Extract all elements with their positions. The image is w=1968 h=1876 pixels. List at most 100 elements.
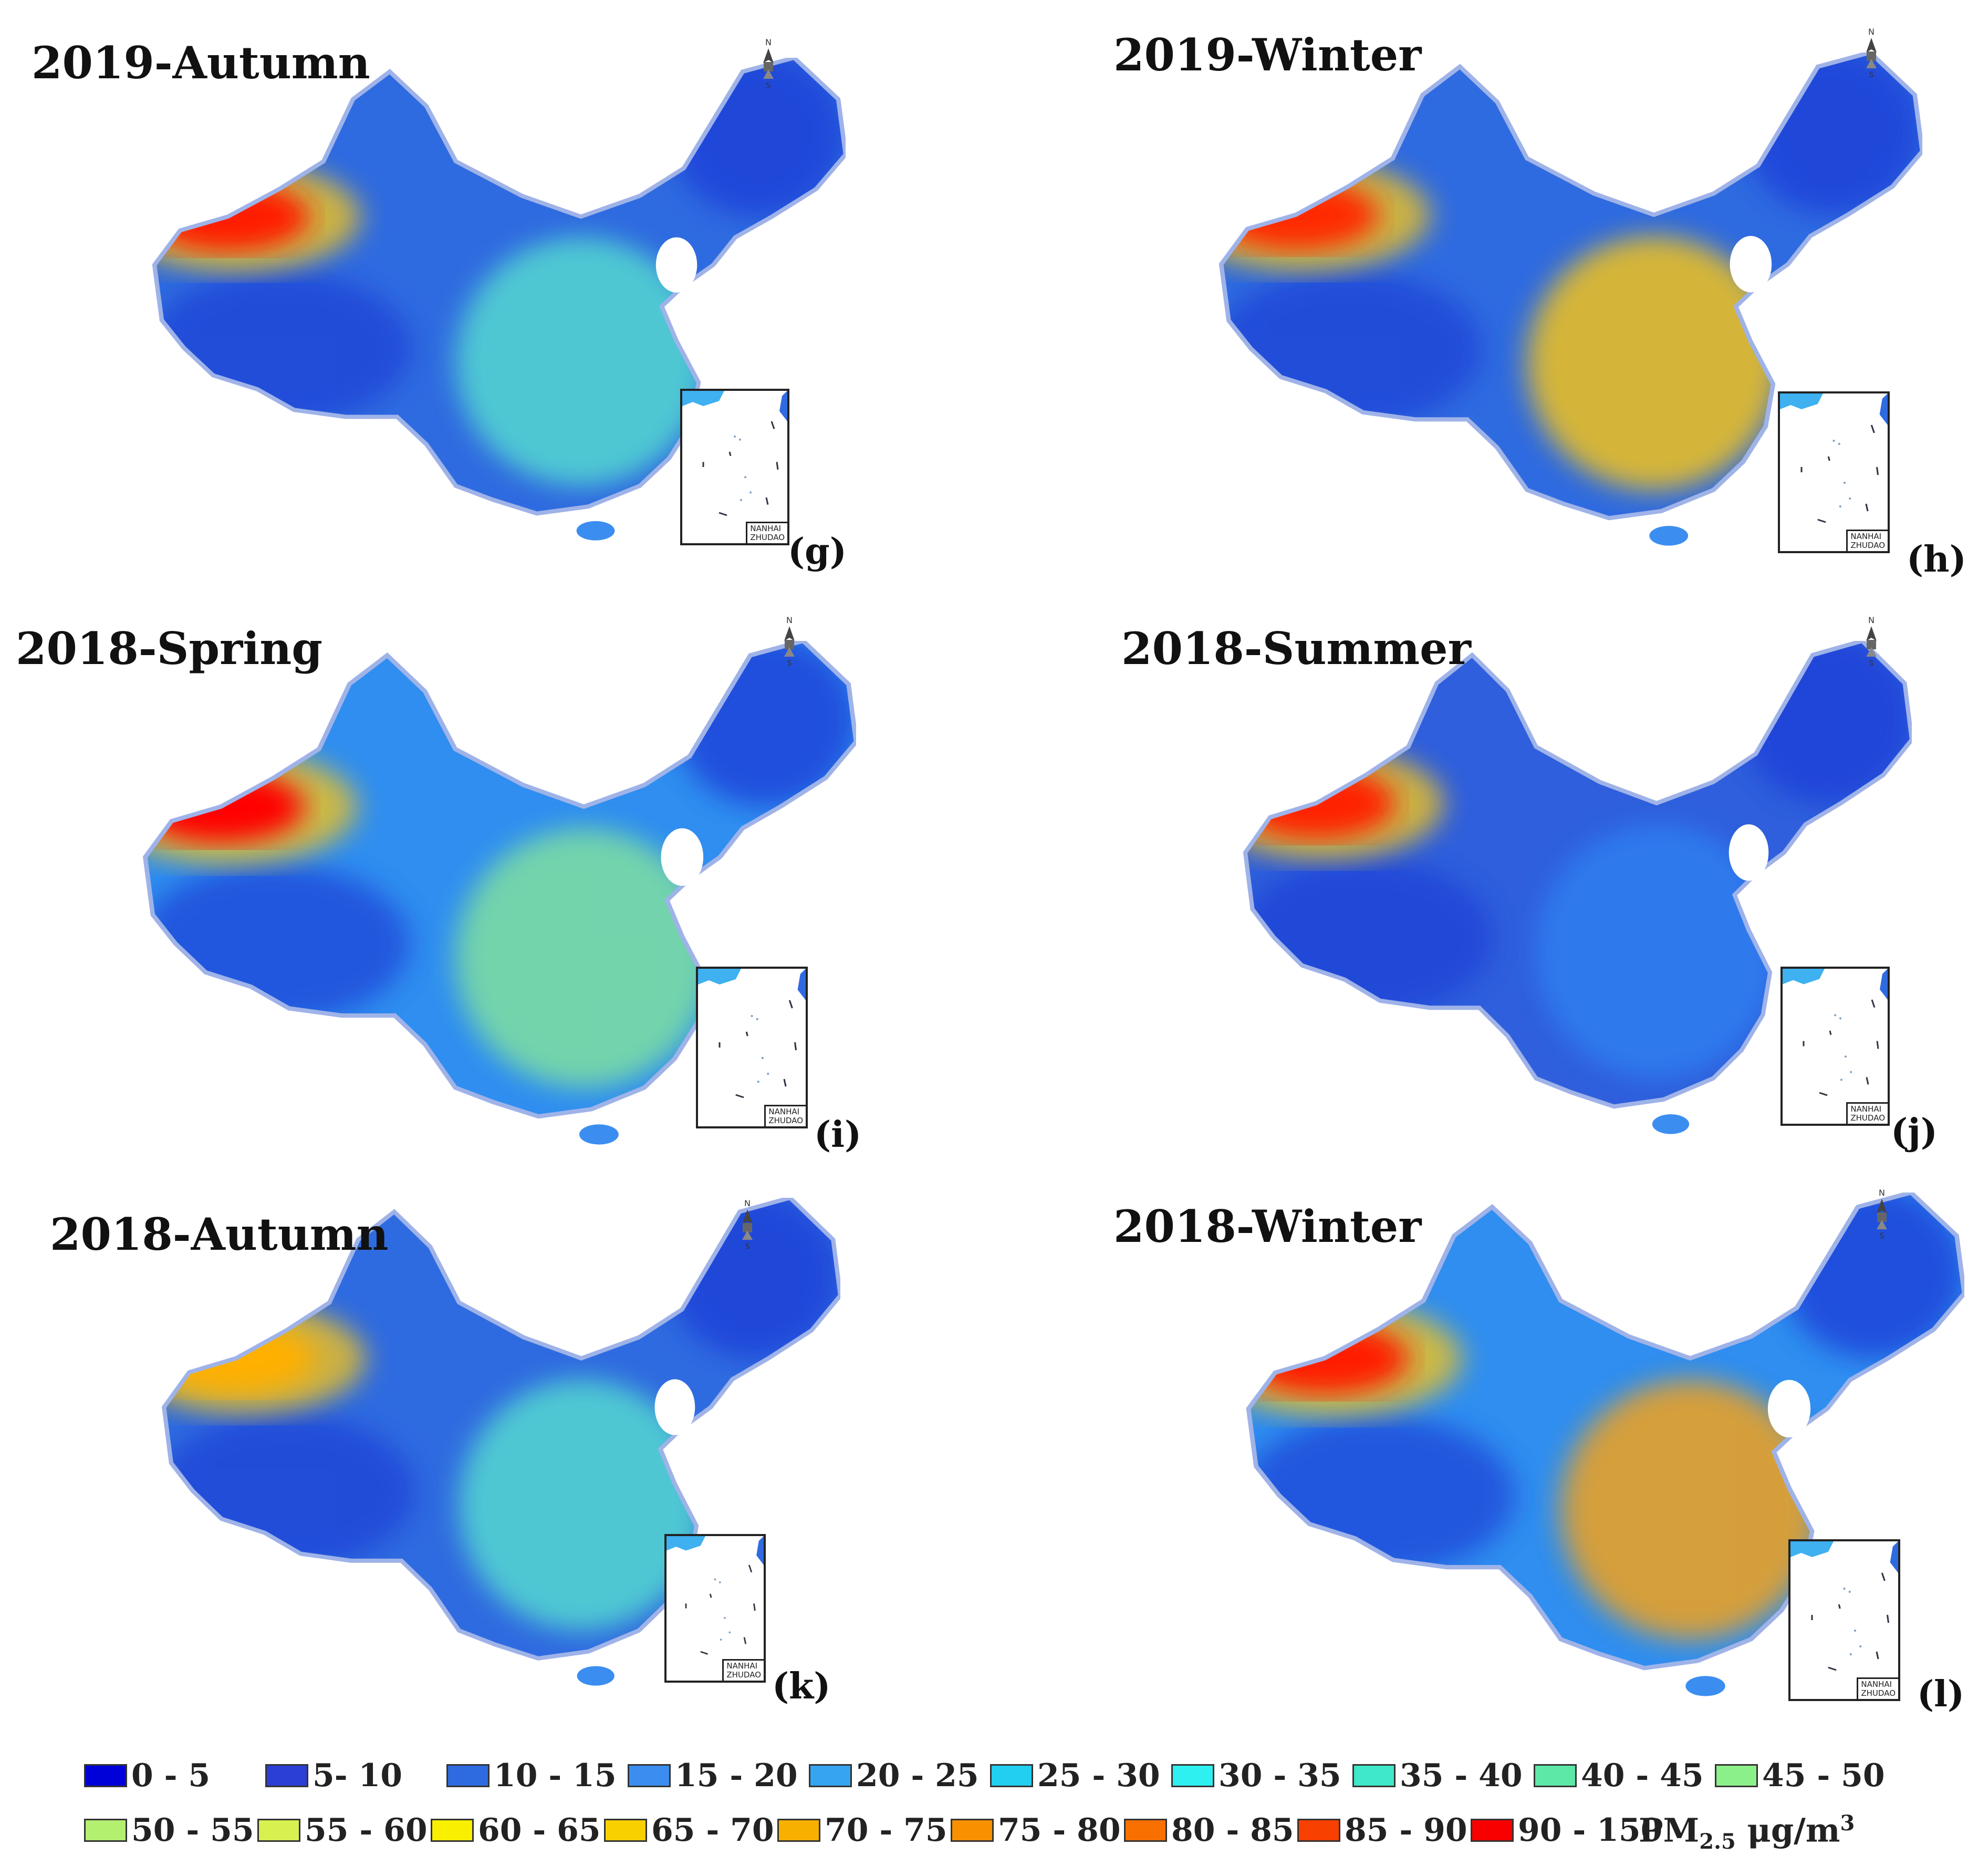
compass-n: N bbox=[1868, 27, 1875, 37]
china-pm25-map bbox=[152, 58, 846, 541]
legend-item: 30 - 35 bbox=[1171, 1752, 1341, 1799]
china-border-outline bbox=[152, 58, 846, 516]
legend-label: 75 - 80 bbox=[998, 1812, 1121, 1849]
inset-label: NANHAI ZHUDAO bbox=[764, 1105, 806, 1126]
panel-label: (j) bbox=[1891, 1111, 1938, 1153]
hainan-island bbox=[1649, 526, 1689, 546]
bohai-sea bbox=[1730, 236, 1772, 293]
south-china-sea-inset: NANHAI ZHUDAO bbox=[1778, 391, 1890, 553]
bohai-sea bbox=[661, 828, 704, 886]
legend-label: 65 - 70 bbox=[651, 1812, 774, 1849]
legend-label: 15 - 20 bbox=[675, 1757, 798, 1794]
panel-title: 2019-Autumn bbox=[32, 37, 370, 89]
south-china-sea-inset: NANHAI ZHUDAO bbox=[664, 1534, 766, 1683]
legend-label: 5- 10 bbox=[313, 1757, 403, 1794]
china-border-outline bbox=[161, 1198, 840, 1661]
compass-n: N bbox=[765, 37, 772, 47]
china-border-outline bbox=[1219, 53, 1922, 521]
legend-item: 80 - 85 bbox=[1124, 1807, 1294, 1854]
legend-label: 0 - 5 bbox=[131, 1757, 211, 1794]
legend-swatch bbox=[604, 1819, 647, 1842]
panel-label: (h) bbox=[1907, 538, 1966, 581]
south-china-sea-inset: NANHAI ZHUDAO bbox=[680, 389, 789, 545]
china-border-outline bbox=[142, 641, 856, 1119]
legend-swatch bbox=[1124, 1819, 1167, 1842]
legend-label: 50 - 55 bbox=[131, 1812, 254, 1849]
bohai-sea bbox=[655, 237, 697, 293]
legend-item: 60 - 65 bbox=[431, 1807, 601, 1854]
legend-label: 45 - 50 bbox=[1762, 1757, 1885, 1794]
legend-swatch bbox=[257, 1819, 300, 1842]
legend: 0 - 5 5- 10 10 - 15 15 - 20 20 - 25 25 - 30 30… bbox=[84, 1752, 1922, 1862]
legend-swatch bbox=[446, 1764, 490, 1787]
south-china-sea-inset: NANHAI ZHUDAO bbox=[1780, 967, 1890, 1126]
south-china-sea-inset: NANHAI ZHUDAO bbox=[696, 967, 808, 1128]
legend-item: 5- 10 bbox=[265, 1752, 402, 1799]
compass-n: N bbox=[786, 615, 793, 625]
legend-swatch bbox=[84, 1819, 127, 1842]
compass-n: N bbox=[744, 1198, 751, 1208]
compass-s: S bbox=[1869, 71, 1874, 79]
legend-label: 90 - 150 bbox=[1518, 1812, 1663, 1849]
compass-s: S bbox=[1880, 1232, 1884, 1240]
inset-label-line-2: ZHUDAO bbox=[726, 1670, 761, 1680]
legend-label: 20 - 25 bbox=[856, 1757, 979, 1794]
legend-label: 55 - 60 bbox=[305, 1812, 428, 1849]
map-panel-i: 2018-Spring (i) N S NANHAI ZHUDAO bbox=[0, 594, 882, 1172]
inset-label: NANHAI ZHUDAO bbox=[746, 522, 787, 543]
panel-label: (g) bbox=[788, 531, 847, 573]
panel-label: (l) bbox=[1917, 1673, 1965, 1715]
legend-item: 0 - 5 bbox=[84, 1752, 210, 1799]
legend-swatch bbox=[1534, 1764, 1577, 1787]
china-pm25-map bbox=[1219, 53, 1922, 546]
legend-label: 70 - 75 bbox=[825, 1812, 947, 1849]
inset-label-line-2: ZHUDAO bbox=[1850, 1113, 1885, 1123]
legend-item: 55 - 60 bbox=[257, 1807, 428, 1854]
panel-label: (i) bbox=[814, 1114, 862, 1156]
legend-swatch bbox=[265, 1764, 308, 1787]
legend-swatch bbox=[990, 1764, 1033, 1787]
map-panel-k: 2018-Autumn (k) N S NANHAI ZHUDAO bbox=[0, 1177, 882, 1755]
legend-label: 60 - 65 bbox=[478, 1812, 601, 1849]
inset-label-line-2: ZHUDAO bbox=[1850, 541, 1885, 550]
legend-item: 20 - 25 bbox=[809, 1752, 979, 1799]
panel-title: 2018-Spring bbox=[16, 623, 323, 675]
legend-unit: PM2.5 μg/m3 bbox=[1639, 1811, 1855, 1854]
inset-label-line-1: NANHAI bbox=[1850, 532, 1882, 541]
legend-label: 30 - 35 bbox=[1219, 1757, 1341, 1794]
legend-swatch bbox=[777, 1819, 820, 1842]
legend-item: 65 - 70 bbox=[604, 1807, 774, 1854]
legend-swatch bbox=[1297, 1819, 1340, 1842]
map-panel-g: 2019-Autumn (g) N S NANHAI ZHUDAO bbox=[0, 0, 882, 578]
inset-label-line-1: NANHAI bbox=[1850, 1104, 1882, 1114]
inset-label: NANHAI ZHUDAO bbox=[1857, 1677, 1898, 1699]
eastern-china-region bbox=[459, 1379, 704, 1631]
hainan-island bbox=[579, 1124, 619, 1145]
panel-title: 2018-Winter bbox=[1113, 1200, 1422, 1252]
map-panel-j: 2018-Summer (j) N S NANHAI ZHUDAO bbox=[1082, 594, 1964, 1172]
legend-swatch bbox=[628, 1764, 671, 1787]
inset-label-line-1: NANHAI bbox=[1861, 1680, 1892, 1689]
eastern-china-region bbox=[456, 237, 706, 486]
compass-n: N bbox=[1879, 1188, 1885, 1198]
panel-title: 2019-Winter bbox=[1113, 29, 1422, 81]
legend-swatch bbox=[84, 1764, 127, 1787]
legend-swatch bbox=[431, 1819, 474, 1842]
inset-label-line-2: ZHUDAO bbox=[750, 533, 785, 542]
bohai-sea bbox=[654, 1379, 695, 1435]
legend-item: 50 - 55 bbox=[84, 1807, 254, 1854]
legend-label: 25 - 30 bbox=[1037, 1757, 1160, 1794]
compass-s: S bbox=[745, 1242, 750, 1250]
inset-label: NANHAI ZHUDAO bbox=[1846, 1102, 1888, 1124]
legend-item: 45 - 50 bbox=[1715, 1752, 1885, 1799]
map-panel-l: 2018-Winter (l) N S NANHAI ZHUDAO bbox=[1082, 1177, 1964, 1755]
legend-item: 85 - 90 bbox=[1297, 1807, 1467, 1854]
compass-s: S bbox=[766, 81, 771, 89]
hainan-island bbox=[577, 1666, 615, 1686]
legend-label: 10 - 15 bbox=[494, 1757, 617, 1794]
legend-item: 10 - 15 bbox=[446, 1752, 617, 1799]
